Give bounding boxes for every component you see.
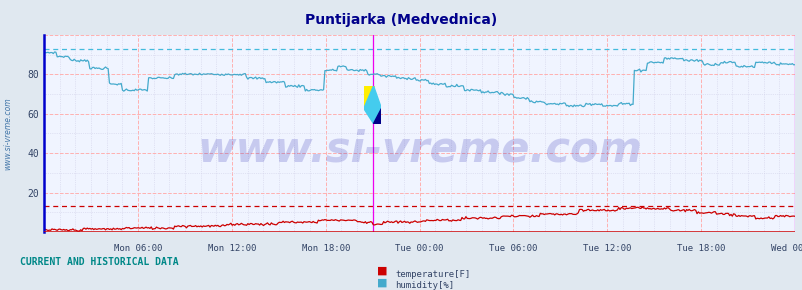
Text: Tue 18:00: Tue 18:00	[676, 244, 724, 253]
Text: humidity[%]: humidity[%]	[395, 281, 454, 290]
Text: temperature[F]: temperature[F]	[395, 269, 470, 279]
Text: Wed 00:00: Wed 00:00	[770, 244, 802, 253]
Text: Tue 12:00: Tue 12:00	[582, 244, 630, 253]
Text: ■: ■	[377, 278, 387, 288]
Polygon shape	[363, 86, 373, 108]
Text: Tue 06:00: Tue 06:00	[488, 244, 537, 253]
Text: Mon 12:00: Mon 12:00	[208, 244, 256, 253]
Text: www.si-vreme.com: www.si-vreme.com	[3, 97, 13, 170]
Text: CURRENT AND HISTORICAL DATA: CURRENT AND HISTORICAL DATA	[20, 257, 179, 267]
Text: Puntijarka (Medvednica): Puntijarka (Medvednica)	[305, 13, 497, 27]
Polygon shape	[363, 86, 381, 124]
Text: www.si-vreme.com: www.si-vreme.com	[196, 128, 642, 170]
Text: Mon 18:00: Mon 18:00	[302, 244, 350, 253]
Text: Mon 06:00: Mon 06:00	[114, 244, 162, 253]
Polygon shape	[373, 108, 381, 124]
Text: ■: ■	[377, 266, 387, 276]
Text: Tue 00:00: Tue 00:00	[395, 244, 444, 253]
